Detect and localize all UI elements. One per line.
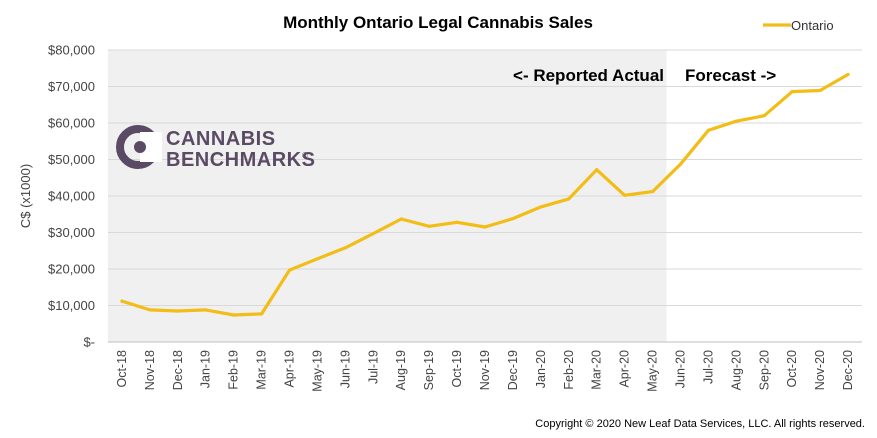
x-tick-label: Feb-19 — [227, 350, 241, 390]
y-tick-label: $70,000 — [48, 79, 95, 94]
x-tick-label: Oct-19 — [450, 350, 464, 388]
x-tick-label: Jan-20 — [534, 350, 548, 388]
data-point — [846, 72, 850, 77]
data-point — [818, 88, 822, 93]
data-point — [427, 224, 431, 228]
data-point — [120, 299, 124, 303]
logo-line-2: BENCHMARKS — [166, 149, 315, 171]
y-tick-label: $20,000 — [48, 262, 95, 277]
data-point — [232, 313, 236, 317]
x-tick-label: Dec-19 — [506, 350, 520, 390]
x-tick-label: Jun-20 — [673, 350, 687, 388]
data-point — [539, 205, 543, 209]
data-point — [483, 225, 487, 229]
x-tick-label: Dec-20 — [841, 350, 855, 390]
x-tick-label: Nov-20 — [813, 350, 827, 390]
logo-registered-mark: ® — [302, 151, 308, 160]
x-tick-label: Dec-18 — [171, 350, 185, 390]
x-tick-label: May-19 — [310, 350, 324, 392]
forecast-annotation: Forecast -> — [685, 66, 776, 85]
x-tick-label: Oct-18 — [115, 350, 129, 388]
data-point — [343, 246, 347, 250]
x-axis-ticks: Oct-18 Nov-18 Dec-18 Jan-19 Feb-19 Mar-19 Apr-… — [115, 350, 855, 392]
data-point — [790, 90, 794, 94]
chart-title: Monthly Ontario Legal Cannabis Sales — [283, 13, 593, 32]
x-tick-label: Apr-19 — [283, 350, 297, 388]
y-tick-label: $30,000 — [48, 225, 95, 240]
y-tick-label: $10,000 — [48, 298, 95, 313]
x-tick-label: Jun-19 — [338, 350, 352, 388]
y-tick-label: $- — [83, 335, 95, 350]
x-tick-label: Nov-18 — [143, 350, 157, 390]
data-point — [315, 257, 320, 261]
legend-label: Ontario — [791, 18, 834, 33]
y-tick-label: $80,000 — [48, 43, 95, 58]
copyright-notice: Copyright © 2020 New Leaf Data Services,… — [535, 418, 865, 430]
data-point — [595, 168, 599, 172]
data-point — [399, 217, 403, 221]
data-point — [371, 231, 375, 236]
x-tick-label: Feb-20 — [562, 350, 576, 390]
data-point — [678, 162, 683, 166]
data-point — [623, 193, 627, 197]
data-point — [706, 128, 711, 132]
data-point — [762, 114, 766, 118]
y-axis-label: C$ (x1000) — [18, 164, 33, 228]
legend: Ontario — [763, 18, 834, 33]
x-tick-label: Apr-20 — [618, 350, 632, 388]
y-tick-label: $60,000 — [48, 116, 95, 131]
x-tick-label: Nov-19 — [478, 350, 492, 390]
x-tick-label: Mar-19 — [255, 350, 269, 390]
data-point — [287, 268, 292, 272]
x-tick-label: Aug-19 — [394, 350, 408, 390]
logo-mark-icon — [116, 125, 162, 169]
ontario-series-points — [120, 72, 850, 317]
data-point — [259, 312, 264, 316]
logo-line-1: CANNABIS — [166, 128, 276, 150]
x-tick-label: Mar-20 — [590, 350, 604, 390]
data-point — [650, 190, 655, 194]
data-point — [148, 308, 152, 312]
y-axis-ticks: $- $10,000 $20,000 $30,000 $40,000 $50,000 $60… — [48, 43, 95, 350]
data-point — [176, 309, 180, 313]
x-tick-label: Sep-20 — [757, 350, 771, 390]
cannabis-benchmarks-logo: CANNABIS BENCHMARKS ® — [116, 125, 315, 171]
reported-actual-annotation: <- Reported Actual — [513, 66, 664, 85]
x-tick-label: Jan-19 — [199, 350, 213, 388]
data-point — [455, 220, 459, 224]
data-point — [734, 119, 738, 123]
y-tick-label: $40,000 — [48, 189, 95, 204]
data-point — [511, 217, 515, 221]
gridlines — [108, 49, 862, 343]
data-point — [567, 197, 571, 201]
x-tick-label: Jul-20 — [701, 350, 715, 384]
x-tick-label: Aug-20 — [729, 350, 743, 390]
y-tick-label: $50,000 — [48, 152, 95, 167]
x-tick-label: May-20 — [646, 350, 660, 392]
x-tick-label: Sep-19 — [422, 350, 436, 390]
x-tick-label: Oct-20 — [785, 350, 799, 388]
data-point — [204, 308, 208, 312]
x-tick-label: Jul-19 — [366, 350, 380, 384]
